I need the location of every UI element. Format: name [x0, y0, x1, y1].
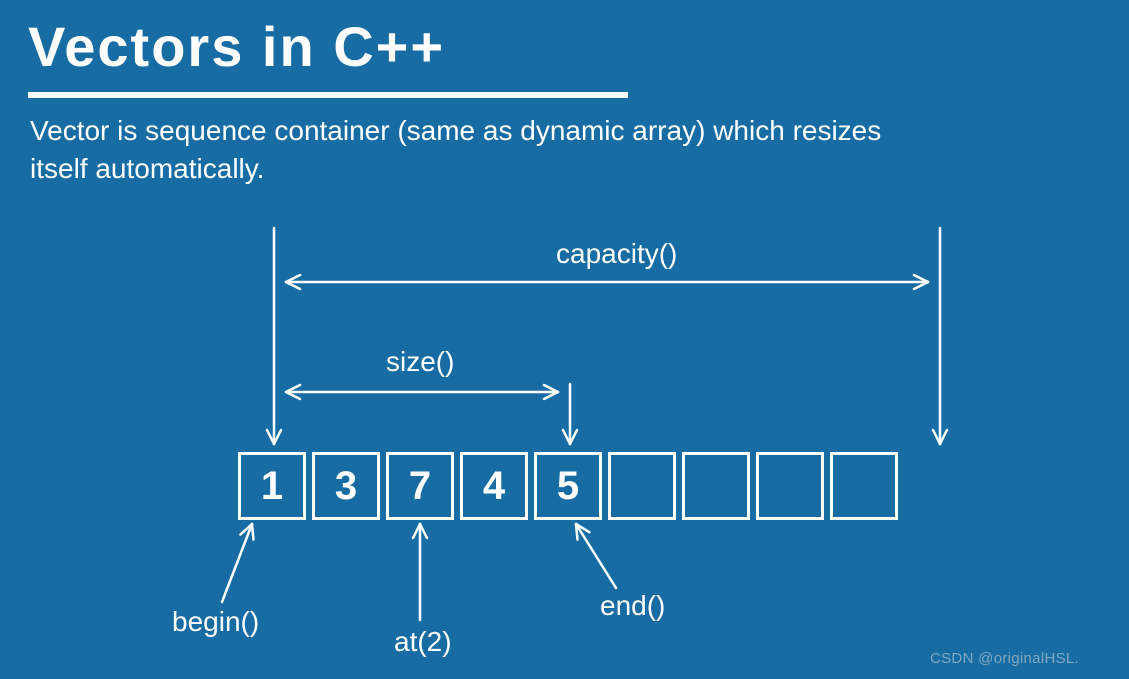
- vector-cell-value: 1: [261, 464, 283, 509]
- vector-cell: [830, 452, 898, 520]
- arrows-overlay: [0, 0, 1129, 679]
- vector-cell: [682, 452, 750, 520]
- vector-cell: 3: [312, 452, 380, 520]
- vector-cell: 1: [238, 452, 306, 520]
- vector-cell-value: 4: [483, 464, 505, 509]
- vector-cell: [608, 452, 676, 520]
- label-at2: at(2): [394, 626, 452, 658]
- vector-cell: [756, 452, 824, 520]
- title-underline: [28, 92, 628, 98]
- vectors-slide: Vectors in C++ Vector is sequence contai…: [0, 0, 1129, 679]
- label-end: end(): [600, 590, 665, 622]
- label-capacity: capacity(): [556, 238, 677, 270]
- watermark-text: CSDN @originalHSL.: [930, 650, 1079, 667]
- vector-cells-row: 1 3 7 4 5: [238, 452, 898, 520]
- vector-cell: 5: [534, 452, 602, 520]
- label-begin: begin(): [172, 606, 259, 638]
- vector-cell-value: 5: [557, 464, 579, 509]
- slide-subtitle: Vector is sequence container (same as dy…: [30, 112, 930, 188]
- label-size: size(): [386, 346, 454, 378]
- vector-cell: 7: [386, 452, 454, 520]
- vector-cell-value: 3: [335, 464, 357, 509]
- slide-title: Vectors in C++: [28, 14, 445, 79]
- vector-cell: 4: [460, 452, 528, 520]
- vector-cell-value: 7: [409, 464, 431, 509]
